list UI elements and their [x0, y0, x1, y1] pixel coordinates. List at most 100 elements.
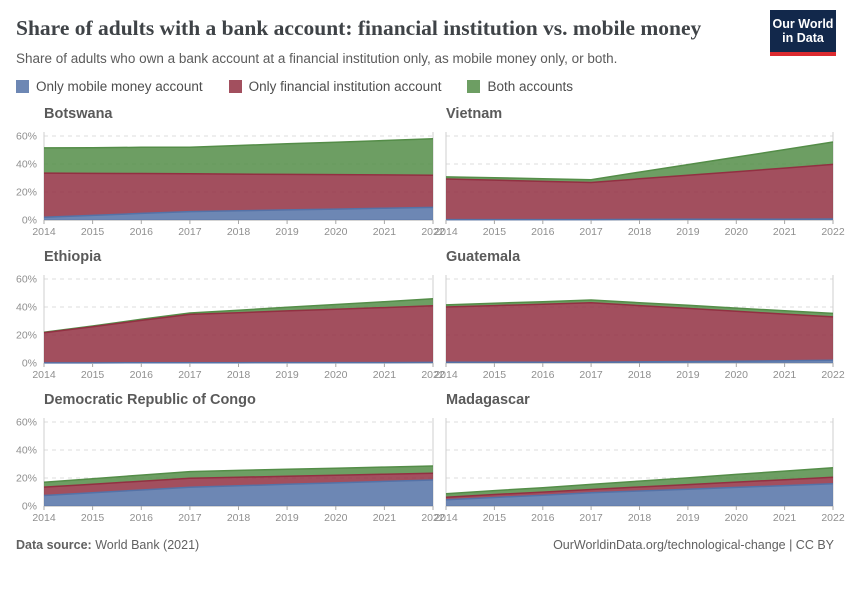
chart-cell-vietnam: Vietnam 2014 2015 2016 2017 2018 2019 2020 2021…	[434, 106, 845, 238]
svg-text:2018: 2018	[227, 512, 251, 524]
svg-text:2020: 2020	[725, 369, 749, 381]
svg-text:2016: 2016	[130, 369, 154, 381]
botswana-stacked-area-chart[interactable]: 0% 20% 40% 60% 2014 2015 2016 2017 2018 2019 2020 2…	[16, 126, 445, 239]
chart-title-vietnam: Vietnam	[446, 106, 503, 123]
svg-text:2014: 2014	[32, 369, 56, 381]
svg-text:2019: 2019	[275, 226, 299, 238]
chart-title-guatemala: Guatemala	[446, 249, 521, 266]
ethiopia-stacked-area-chart[interactable]: 0% 20% 40% 60% 2014 2015 2016 2017 2018 2019 2020 2…	[16, 269, 445, 382]
svg-text:2022: 2022	[421, 226, 445, 238]
svg-text:2017: 2017	[178, 369, 202, 381]
legend-label-mobile-only: Only mobile money account	[36, 79, 203, 95]
svg-text:2019: 2019	[275, 369, 299, 381]
legend-label-fi-only: Only financial institution account	[248, 79, 442, 95]
svg-text:20%: 20%	[16, 187, 37, 199]
legend-label-both: Both accounts	[487, 79, 574, 95]
svg-text:40%: 40%	[16, 445, 37, 457]
svg-text:60%: 60%	[16, 417, 37, 429]
svg-text:2018: 2018	[628, 512, 652, 524]
owid-logo-stripe	[770, 52, 836, 56]
svg-text:2021: 2021	[773, 226, 797, 238]
svg-text:2018: 2018	[227, 369, 251, 381]
svg-text:2018: 2018	[227, 226, 251, 238]
drc-stacked-area-chart[interactable]: 0% 20% 40% 60% 2014 2015 2016 2017 2018 2019 2020 2…	[16, 412, 445, 525]
chart-cell-botswana: Botswana 0% 20% 40% 60% 2014 2015 2016 2017 2018…	[16, 106, 445, 239]
chart-cell-ethiopia: Ethiopia 0% 20% 40% 60% 2014 2015 2016 2017 2018…	[16, 249, 445, 382]
svg-text:2016: 2016	[531, 512, 555, 524]
data-source-value: World Bank (2021)	[91, 538, 200, 553]
svg-text:60%: 60%	[16, 274, 37, 286]
svg-text:0%: 0%	[22, 215, 37, 227]
chart-title-botswana: Botswana	[44, 106, 113, 123]
svg-text:20%: 20%	[16, 473, 37, 485]
svg-text:2015: 2015	[81, 512, 105, 524]
svg-text:2014: 2014	[434, 226, 458, 238]
svg-text:2020: 2020	[324, 226, 348, 238]
svg-text:2015: 2015	[81, 369, 105, 381]
svg-text:0%: 0%	[22, 358, 37, 370]
svg-text:40%: 40%	[16, 159, 37, 171]
legend-swatch-fi-only-icon	[228, 80, 242, 94]
chart-title-drc: Democratic Republic of Congo	[44, 392, 256, 409]
svg-text:2015: 2015	[483, 226, 507, 238]
svg-text:2020: 2020	[725, 226, 749, 238]
svg-text:2019: 2019	[676, 512, 700, 524]
svg-text:2014: 2014	[32, 512, 56, 524]
svg-text:2016: 2016	[130, 226, 154, 238]
svg-text:2015: 2015	[81, 226, 105, 238]
chart-cell-madagascar: Madagascar 2014 2015 2016 2017 2018 2019 2020 2…	[434, 392, 845, 524]
owid-logo: Our World in Data	[770, 10, 836, 56]
svg-text:2018: 2018	[628, 369, 652, 381]
owid-logo-line1: Our World	[772, 16, 834, 31]
svg-text:2016: 2016	[531, 226, 555, 238]
svg-text:2021: 2021	[373, 369, 397, 381]
svg-text:60%: 60%	[16, 131, 37, 143]
vietnam-stacked-area-chart[interactable]: 2014 2015 2016 2017 2018 2019 2020 2021 2022	[434, 126, 845, 238]
svg-text:2015: 2015	[483, 369, 507, 381]
footer: Data source: World Bank (2021) OurWorldi…	[0, 524, 850, 552]
chart-cell-guatemala: Guatemala 2014 2015 2016 2017 2018 2019 2020 20…	[434, 249, 845, 381]
svg-text:2021: 2021	[773, 369, 797, 381]
data-source-label: Data source:	[16, 538, 92, 553]
legend-swatch-mobile-only-icon	[16, 80, 29, 94]
legend: Only mobile money account Only financial…	[0, 66, 850, 94]
svg-text:2019: 2019	[676, 369, 700, 381]
svg-text:2022: 2022	[421, 369, 445, 381]
svg-text:2020: 2020	[324, 512, 348, 524]
svg-text:2015: 2015	[483, 512, 507, 524]
svg-text:0%: 0%	[22, 501, 37, 513]
svg-text:2016: 2016	[130, 512, 154, 524]
chart-title-ethiopia: Ethiopia	[44, 249, 102, 266]
legend-item-both[interactable]: Both accounts	[467, 79, 573, 94]
svg-text:2022: 2022	[421, 512, 445, 524]
svg-text:2020: 2020	[725, 512, 749, 524]
svg-text:40%: 40%	[16, 302, 37, 314]
madagascar-stacked-area-chart[interactable]: 2014 2015 2016 2017 2018 2019 2020 2021 2022	[434, 412, 845, 524]
svg-text:2016: 2016	[531, 369, 555, 381]
svg-text:2017: 2017	[579, 512, 603, 524]
svg-text:2017: 2017	[178, 226, 202, 238]
legend-swatch-both-icon	[467, 80, 481, 94]
svg-text:2017: 2017	[579, 369, 603, 381]
svg-text:20%: 20%	[16, 330, 37, 342]
footer-link[interactable]: OurWorldinData.org/technological-change …	[553, 538, 834, 553]
svg-text:2020: 2020	[324, 369, 348, 381]
small-multiples-grid: Botswana 0% 20% 40% 60% 2014 2015 2016 2017 2018…	[0, 94, 850, 524]
legend-item-mobile-only[interactable]: Only mobile money account	[16, 79, 203, 94]
svg-text:2019: 2019	[275, 512, 299, 524]
svg-text:2014: 2014	[434, 369, 458, 381]
guatemala-stacked-area-chart[interactable]: 2014 2015 2016 2017 2018 2019 2020 2021 2022	[434, 269, 845, 381]
svg-text:2017: 2017	[579, 226, 603, 238]
owid-logo-line2: in Data	[782, 31, 824, 45]
page-subtitle: Share of adults who own a bank account a…	[16, 51, 618, 67]
legend-item-fi-only[interactable]: Only financial institution account	[228, 79, 442, 95]
svg-text:2018: 2018	[628, 226, 652, 238]
page-title: Share of adults with a bank account: fin…	[16, 16, 702, 40]
chart-cell-drc: Democratic Republic of Congo 0% 20% 40% 60%…	[16, 392, 445, 525]
svg-text:2017: 2017	[178, 512, 202, 524]
svg-text:2014: 2014	[32, 226, 56, 238]
svg-text:2022: 2022	[821, 369, 845, 381]
svg-text:2014: 2014	[434, 512, 458, 524]
svg-text:2022: 2022	[821, 226, 845, 238]
svg-text:2022: 2022	[821, 512, 845, 524]
